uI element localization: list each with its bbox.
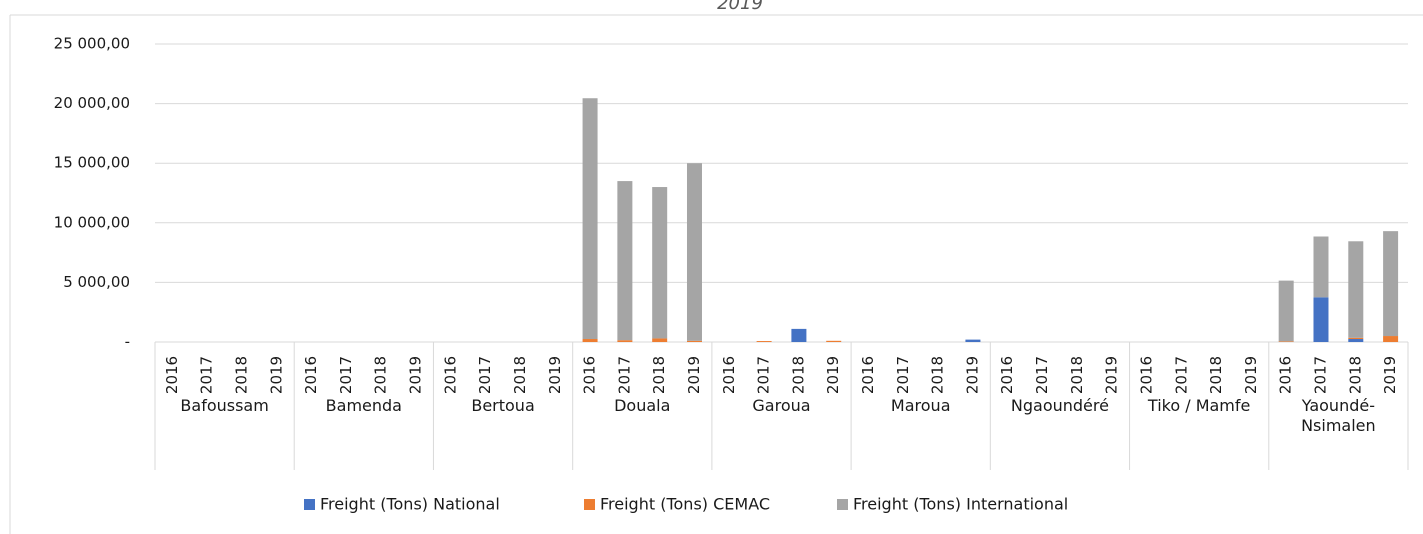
x-tick-label: 2016	[720, 356, 738, 394]
y-tick-label: -	[125, 333, 130, 351]
x-tick-label: 2019	[1103, 356, 1121, 394]
bar-segment	[686, 340, 702, 342]
bar-segment	[582, 98, 598, 340]
y-tick-label: 10 000,00	[54, 213, 130, 231]
x-tick-label: 2016	[581, 356, 599, 394]
x-tick-label: 2019	[685, 356, 703, 394]
chart-title: 2019	[717, 0, 763, 14]
bar-segment	[652, 187, 668, 339]
group-label: Yaoundé-Nsimalen	[1301, 396, 1376, 435]
x-tick-label: 2018	[650, 356, 668, 394]
legend-swatch	[304, 499, 315, 510]
x-tick-label: 2016	[163, 356, 181, 394]
x-tick-label: 2017	[1033, 356, 1051, 394]
group-label: Maroua	[890, 396, 951, 415]
bar-segment	[1313, 236, 1329, 298]
x-tick-label: 2018	[233, 356, 251, 394]
x-tick-label: 2016	[302, 356, 320, 394]
x-tick-label: 2017	[198, 356, 216, 394]
x-tick-label: 2019	[407, 356, 425, 394]
x-tick-label: 2016	[859, 356, 877, 394]
bar-segment	[965, 339, 981, 342]
bar-segment	[1348, 337, 1364, 340]
group-label: Bafoussam	[180, 396, 269, 415]
group-label: Tiko / Mamfe	[1147, 396, 1251, 415]
x-tick-label: 2016	[1277, 356, 1295, 394]
x-tick-label: 2019	[1242, 356, 1260, 394]
group-label: Bamenda	[325, 396, 402, 415]
x-tick-label: 2017	[476, 356, 494, 394]
group-label: Ngaoundéré	[1010, 396, 1109, 415]
x-tick-label: 2016	[441, 356, 459, 394]
x-tick-label: 2019	[546, 356, 564, 394]
x-tick-label: 2019	[267, 356, 285, 394]
y-tick-label: 25 000,00	[54, 35, 130, 53]
bar-segment	[1313, 297, 1329, 342]
x-tick-label: 2017	[755, 356, 773, 394]
bar-segment	[1278, 280, 1294, 342]
x-tick-label: 2018	[372, 356, 390, 394]
x-tick-label: 2017	[615, 356, 633, 394]
y-tick-label: 5 000,00	[63, 273, 130, 291]
x-tick-label: 2019	[824, 356, 842, 394]
x-tick-label: 2016	[1137, 356, 1155, 394]
legend-swatch	[584, 499, 595, 510]
x-tick-label: 2018	[1346, 356, 1364, 394]
bar-segment	[652, 338, 668, 342]
legend-swatch	[837, 499, 848, 510]
y-tick-label: 15 000,00	[54, 154, 130, 172]
bar-segment	[1348, 241, 1364, 338]
bar-segment	[1383, 231, 1399, 337]
bar-segment	[1278, 341, 1294, 342]
y-tick-label: 20 000,00	[54, 94, 130, 112]
legend-label: Freight (Tons) International	[853, 495, 1068, 514]
bar-segment	[826, 340, 842, 342]
bar-segment	[617, 340, 633, 342]
bar-segment	[617, 181, 633, 341]
group-label: Douala	[614, 396, 671, 415]
x-tick-label: 2017	[1172, 356, 1190, 394]
bar-segment	[1348, 339, 1364, 342]
group-label: Bertoua	[471, 396, 535, 415]
bar-segment	[582, 339, 598, 342]
bar-segment	[756, 341, 772, 342]
bar-segment	[686, 163, 702, 341]
x-tick-label: 2018	[929, 356, 947, 394]
legend-label: Freight (Tons) CEMAC	[600, 495, 770, 514]
x-tick-label: 2019	[1381, 356, 1399, 394]
group-label: Garoua	[752, 396, 811, 415]
x-tick-label: 2019	[963, 356, 981, 394]
x-tick-label: 2018	[789, 356, 807, 394]
bar-segment	[1383, 336, 1399, 342]
legend-label: Freight (Tons) National	[320, 495, 500, 514]
x-tick-label: 2017	[337, 356, 355, 394]
x-tick-label: 2018	[511, 356, 529, 394]
bar-segment	[791, 328, 807, 342]
x-tick-label: 2016	[998, 356, 1016, 394]
x-tick-label: 2017	[894, 356, 912, 394]
x-tick-label: 2018	[1207, 356, 1225, 394]
x-tick-label: 2017	[1311, 356, 1329, 394]
x-tick-label: 2018	[1068, 356, 1086, 394]
